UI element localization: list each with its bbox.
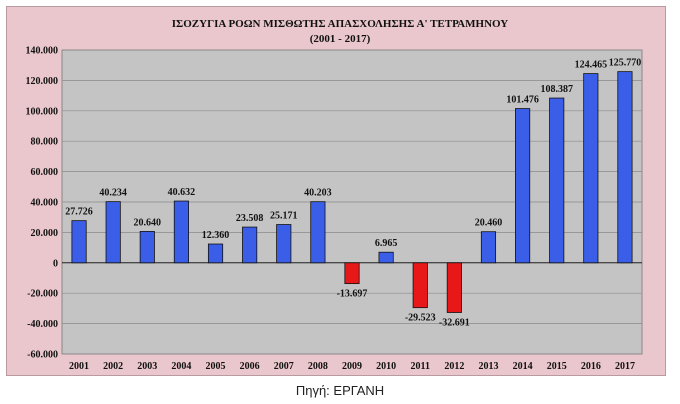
bar-2011 [412,262,428,309]
x-tick-label: 2017 [615,361,635,372]
data-label-2014: 101.476 [506,95,539,106]
data-label-2011: -29.523 [405,313,436,324]
bar-2006 [242,226,258,264]
y-tick-label: 140.000 [26,46,59,57]
x-tick-label: 2013 [478,361,498,372]
bar-2002 [105,201,121,264]
y-tick-label: 60.000 [31,167,59,178]
bar-2012 [446,262,462,313]
bar-2013 [480,231,497,264]
data-label-2002: 40.234 [99,188,127,199]
source-caption: Πηγή: ΕΡΓΑΝΗ [295,383,385,398]
bar-2015 [549,97,565,264]
x-tick-label: 2016 [581,361,601,372]
bar-2017 [617,71,633,264]
x-tick-label: 2009 [342,361,362,372]
data-label-2017: 125.770 [609,58,642,69]
bar-2014 [515,108,531,264]
bar-2005 [207,243,224,264]
bar-2007 [276,224,292,264]
data-label-2013: 20.460 [475,218,503,229]
y-tick-label: -60.000 [27,350,58,361]
chart-title: ΙΣΟΖΥΓΙΑ ΡΟΩΝ ΜΙΣΘΩΤΗΣ ΑΠΑΣΧΟΛΗΣΗΣ Α' ΤΕ… [172,18,509,30]
data-label-2008: 40.203 [304,188,332,199]
y-tick-label: 0 [53,258,58,269]
data-label-2005: 12.360 [202,230,230,241]
bar-2004 [173,200,189,264]
data-label-2015: 108.387 [540,84,573,95]
bar-2001 [71,220,87,264]
data-label-2012: -32.691 [439,317,470,328]
bar-2009 [344,262,360,285]
bar-2008 [310,201,326,264]
data-label-2003: 20.640 [134,217,162,228]
data-label-2001: 27.726 [65,207,93,218]
y-tick-label: 80.000 [31,137,59,148]
data-label-2007: 25.171 [270,211,298,222]
x-tick-label: 2011 [411,361,430,372]
data-label-2004: 40.632 [168,187,196,198]
y-tick-label: 20.000 [31,228,59,239]
data-label-2006: 23.508 [236,213,264,224]
x-tick-label: 2015 [547,361,567,372]
y-tick-label: 100.000 [26,106,59,117]
x-tick-label: 2005 [206,361,226,372]
bar-2010 [378,251,394,264]
x-tick-label: 2014 [513,361,533,372]
y-tick-label: -20.000 [27,289,58,300]
chart-subtitle: (2001 - 2017) [310,33,371,45]
x-tick-label: 2003 [137,361,157,372]
x-tick-label: 2007 [274,361,294,372]
x-tick-label: 2008 [308,361,328,372]
data-label-2009: -13.697 [337,289,368,300]
bar-2016 [583,73,599,264]
x-tick-label: 2004 [171,361,191,372]
y-tick-label: 120.000 [26,76,59,87]
y-tick-label: 40.000 [31,198,59,209]
x-tick-label: 2012 [444,361,464,372]
bar-2003 [139,231,155,264]
x-tick-label: 2001 [69,361,89,372]
data-label-2016: 124.465 [575,60,608,71]
y-tick-label: -40.000 [27,319,58,330]
data-label-2010: 6.965 [375,238,398,249]
x-tick-label: 2006 [240,361,260,372]
x-tick-label: 2002 [103,361,123,372]
x-tick-label: 2010 [376,361,396,372]
